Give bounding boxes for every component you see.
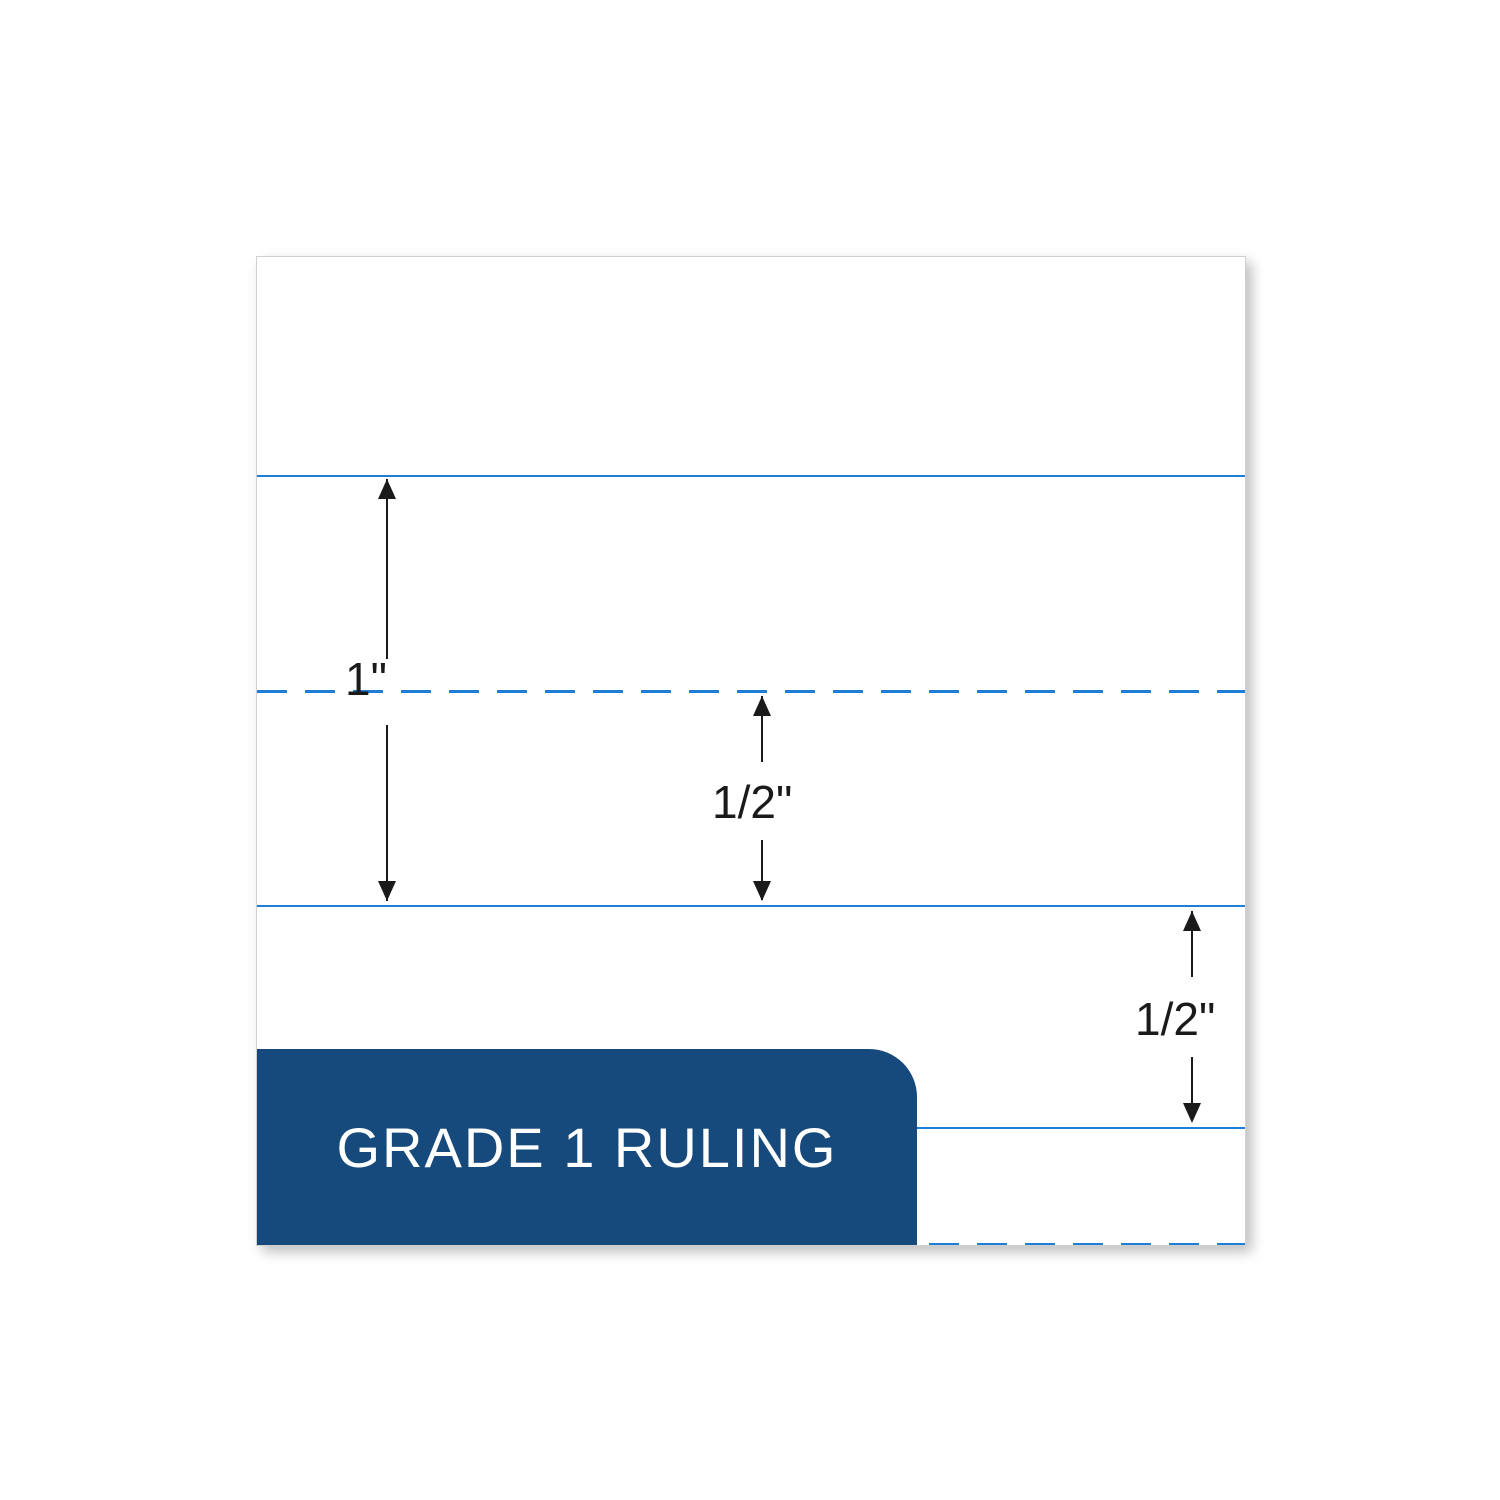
arrow-shaft bbox=[1191, 911, 1193, 977]
dimension-full-label: 1" bbox=[345, 652, 387, 706]
rule-line-bottom bbox=[257, 905, 1245, 907]
dimension-half-gap-label: 1/2" bbox=[1135, 992, 1215, 1046]
dimension-half-inner-label: 1/2" bbox=[712, 775, 792, 829]
arrow-head-down-icon bbox=[1183, 1103, 1201, 1123]
paper-sheet: 1" 1/2" 1/2" GRADE 1 RULING bbox=[256, 256, 1246, 1246]
title-banner: GRADE 1 RULING bbox=[257, 1049, 917, 1245]
title-text: GRADE 1 RULING bbox=[337, 1115, 838, 1180]
arrow-shaft bbox=[386, 725, 388, 901]
arrow-head-down-icon bbox=[753, 881, 771, 901]
ruling-diagram: 1" 1/2" 1/2" GRADE 1 RULING bbox=[206, 206, 1294, 1294]
arrow-head-down-icon bbox=[378, 881, 396, 901]
arrow-shaft bbox=[761, 696, 763, 762]
rule-line-top bbox=[257, 475, 1245, 477]
arrow-shaft bbox=[386, 479, 388, 659]
